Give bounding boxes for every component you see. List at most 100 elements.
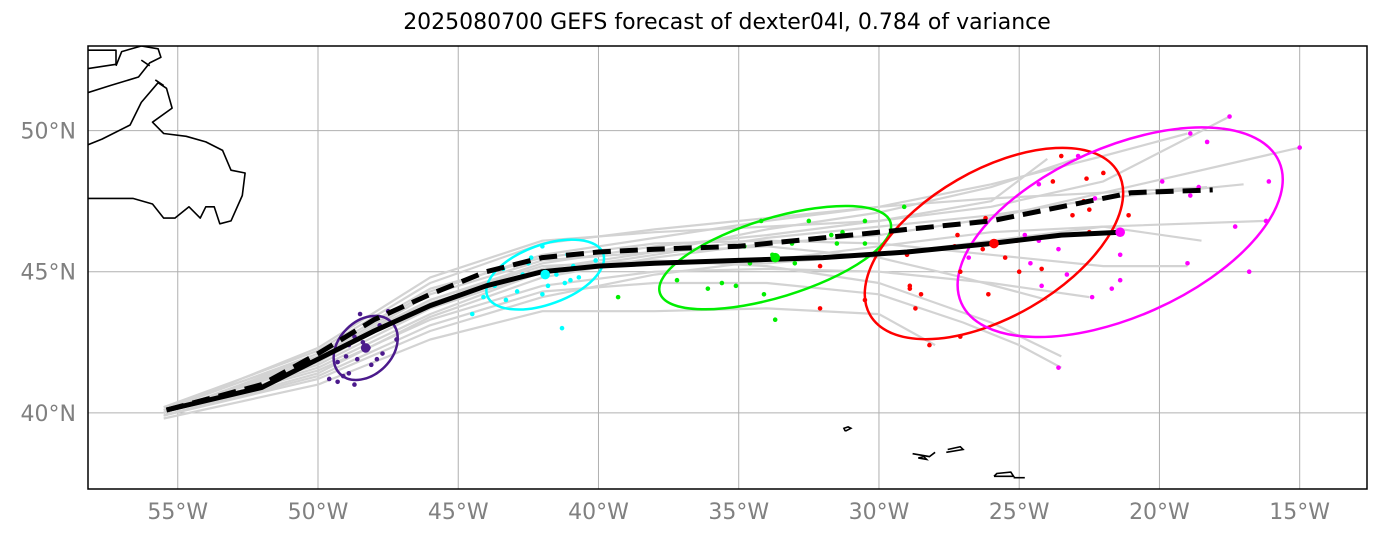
member-point xyxy=(559,325,565,331)
coastline-segment xyxy=(88,46,162,94)
member-point xyxy=(1246,269,1252,275)
member-point xyxy=(1064,272,1070,277)
ensemble-track xyxy=(163,186,1208,417)
member-point xyxy=(1022,232,1028,238)
member-positions xyxy=(326,114,1302,387)
member-point xyxy=(545,283,551,289)
member-point xyxy=(1039,266,1044,272)
chart-title: 2025080700 GEFS forecast of dexter04l, 0… xyxy=(403,10,1051,35)
member-point xyxy=(1084,176,1089,181)
member-point xyxy=(1109,286,1115,291)
island-outline xyxy=(993,471,1016,478)
member-point xyxy=(1185,260,1190,266)
plot-frame xyxy=(87,45,1368,490)
gridlines xyxy=(88,46,1367,489)
member-point xyxy=(817,306,823,311)
ensemble-track xyxy=(163,281,1062,417)
x-tick-label: 55°W xyxy=(147,500,208,525)
member-point xyxy=(958,334,963,339)
member-point xyxy=(1089,294,1095,300)
ensemble-track xyxy=(163,158,1048,412)
member-point xyxy=(568,277,573,283)
member-point xyxy=(1056,246,1061,252)
member-point xyxy=(927,342,932,348)
x-tick-label: 35°W xyxy=(708,500,769,525)
member-point xyxy=(352,382,357,387)
member-point xyxy=(1126,212,1131,218)
x-tick-label: 40°W xyxy=(568,500,629,525)
mean-tracks xyxy=(165,187,1213,413)
member-point xyxy=(1092,196,1098,201)
member-point xyxy=(901,204,907,210)
member-point xyxy=(958,269,963,275)
member-point xyxy=(862,297,868,303)
member-point xyxy=(374,356,380,362)
x-tick-label: 20°W xyxy=(1129,500,1190,525)
member-point xyxy=(593,258,598,263)
coastline-segment xyxy=(140,59,151,67)
member-point xyxy=(1101,170,1106,176)
member-point xyxy=(986,292,991,297)
island-outline xyxy=(842,426,853,432)
uncertainty-ellipse xyxy=(863,146,1125,341)
x-axis-ticks: 55°W 50°W 45°W 40°W 35°W 30°W 25°W 20°W 15°W xyxy=(147,500,1330,525)
member-point xyxy=(380,351,385,356)
member-point xyxy=(1050,179,1056,184)
ensemble-track xyxy=(163,307,936,420)
member-point xyxy=(862,241,868,246)
member-point xyxy=(469,311,475,317)
member-point xyxy=(335,379,340,385)
coastline xyxy=(88,46,1025,479)
island-outline xyxy=(946,445,965,454)
uncertainty-ellipse xyxy=(956,126,1284,339)
member-point xyxy=(862,218,868,224)
member-point xyxy=(1075,153,1081,159)
mean-track-solid xyxy=(165,229,1121,413)
y-tick-label: 40°N xyxy=(21,402,76,427)
member-point xyxy=(772,317,778,323)
x-tick-label: 50°W xyxy=(288,500,349,525)
member-point xyxy=(1187,131,1193,136)
mean-position-marker xyxy=(770,252,780,263)
island-outline xyxy=(912,451,936,458)
member-point xyxy=(761,292,767,297)
member-point xyxy=(540,292,545,297)
member-point xyxy=(1159,179,1165,184)
member-point xyxy=(907,286,913,291)
coastline-segment xyxy=(88,81,246,225)
member-point xyxy=(576,275,582,280)
mean-position-marker xyxy=(1115,227,1125,238)
member-point xyxy=(481,294,486,300)
member-point xyxy=(705,286,711,291)
member-point xyxy=(913,306,918,311)
member-point xyxy=(354,356,360,362)
x-tick-label: 45°W xyxy=(428,500,489,525)
y-tick-label: 45°N xyxy=(21,261,76,286)
mean-track-dashed xyxy=(165,187,1213,413)
mean-positions xyxy=(360,227,1125,353)
coastline-segment xyxy=(88,49,117,70)
member-point xyxy=(1266,179,1272,184)
member-point xyxy=(1056,365,1061,370)
member-point xyxy=(674,277,680,283)
member-point xyxy=(346,371,352,376)
member-point xyxy=(1087,207,1092,212)
uncertainty-ellipse xyxy=(658,204,893,311)
member-point xyxy=(1016,269,1022,275)
member-point xyxy=(1232,224,1238,229)
member-point xyxy=(1002,255,1008,260)
member-point xyxy=(368,362,374,368)
ensemble-track xyxy=(163,267,1090,414)
member-point xyxy=(918,292,924,297)
member-point xyxy=(1263,218,1269,224)
member-point xyxy=(357,311,363,317)
member-point xyxy=(1036,181,1042,187)
member-point xyxy=(966,255,972,260)
member-point xyxy=(554,272,559,277)
member-point xyxy=(1297,145,1302,150)
member-point xyxy=(1117,277,1123,283)
member-point xyxy=(1070,212,1075,218)
uncertainty-ellipses xyxy=(332,126,1284,382)
member-point xyxy=(562,280,568,286)
member-point xyxy=(615,294,621,300)
